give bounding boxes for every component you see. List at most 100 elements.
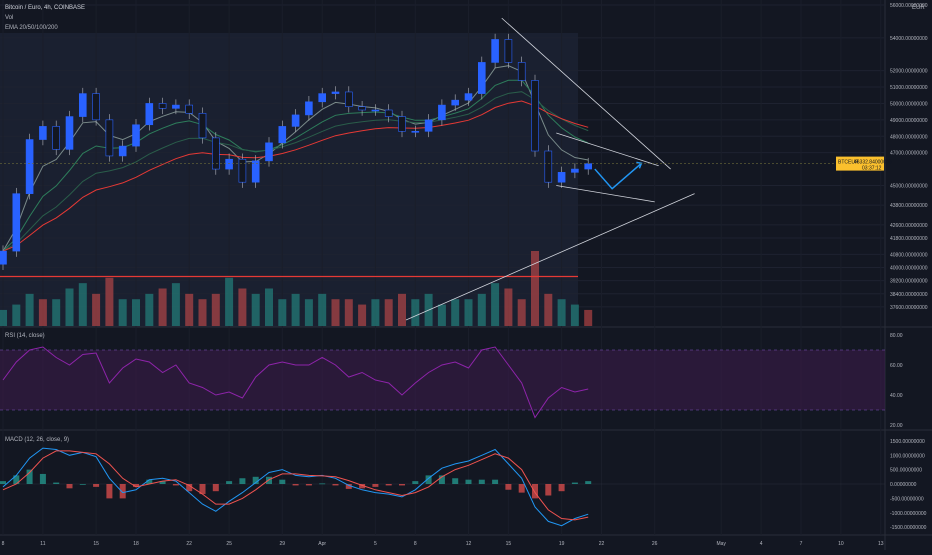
volume-bar	[278, 299, 287, 326]
candle-body	[225, 158, 233, 170]
time-tick-label: 13	[878, 541, 884, 547]
time-tick-label: 22	[599, 541, 605, 547]
macd-histogram-bar	[172, 484, 179, 486]
volume-bar	[504, 288, 513, 326]
macd-histogram-bar	[0, 481, 6, 484]
volume-bar	[358, 304, 367, 326]
volume-bar	[158, 288, 167, 326]
macd-legend: MACD (12, 26, close, 9)	[5, 437, 69, 443]
macd-histogram-bar	[93, 484, 100, 487]
macd-histogram-bar	[319, 483, 326, 485]
time-tick-label: Apr	[318, 541, 326, 547]
volume-bar	[265, 288, 273, 326]
candle-body	[384, 109, 393, 117]
macd-histogram-bar	[452, 478, 459, 484]
rsi-tick-label: 80.00	[890, 333, 903, 339]
candle-body	[25, 139, 34, 194]
descending-trend-line	[501, 17, 671, 170]
time-tick-label: 8	[414, 541, 417, 547]
candle-body	[544, 150, 553, 183]
candle-body	[212, 137, 220, 170]
macd-tick-label: 500.00000000	[890, 468, 922, 474]
volume-bar	[557, 299, 566, 326]
volume-bar	[544, 293, 553, 326]
axis-labels: 56000.00000000 54000.00000000 52000.000000…	[2, 3, 928, 547]
candle-body	[491, 39, 499, 63]
volume-bar	[185, 293, 194, 326]
candle-body	[251, 160, 260, 183]
volume-bar	[132, 299, 140, 326]
candle-body	[331, 91, 340, 94]
macd-histogram-bar	[385, 484, 392, 486]
projection-arrow	[594, 162, 642, 190]
price-tick-label: 40000.00000000	[890, 266, 928, 272]
candle-body	[584, 163, 593, 170]
time-tick-label: 29	[280, 541, 286, 547]
candle-body	[238, 158, 247, 183]
macd-histogram-bar	[305, 484, 312, 486]
volume-bar	[78, 283, 87, 326]
price-tick-label: 40800.00000000	[890, 252, 928, 258]
candle-body	[132, 124, 140, 147]
price-tick-label: 52000.00000000	[890, 69, 928, 75]
time-tick-label: 12	[466, 541, 472, 547]
macd-histogram-bar	[345, 484, 352, 489]
candle-body	[504, 39, 513, 63]
candle-body	[531, 80, 539, 152]
ema-line	[2, 100, 589, 252]
macd-histogram-bar	[66, 484, 73, 489]
candle-body	[185, 104, 193, 114]
volume-bar	[52, 299, 61, 326]
time-tick-label: 8	[2, 541, 5, 547]
rsi-tick-label: 60.00	[890, 363, 903, 369]
price-tag-value: 46332.84000000	[854, 160, 892, 166]
symbol-title: Bitcoin / Euro, 4h, COINBASE	[5, 5, 85, 11]
time-tick-label: 15	[93, 541, 99, 547]
ema-line	[2, 79, 589, 252]
macd-histogram-bar	[492, 479, 499, 484]
ema-legend: EMA 20/50/100/200	[5, 25, 58, 31]
price-series	[0, 33, 593, 270]
wedge-lower-line	[556, 185, 655, 203]
macd-histogram-bar	[359, 484, 366, 489]
volume-bar	[92, 293, 101, 326]
candle-body	[65, 116, 74, 150]
macd-histogram-bar	[465, 479, 472, 484]
rsi-legend: RSI (14, close)	[5, 333, 45, 339]
price-tick-label: 54000.00000000	[890, 36, 928, 42]
currency-label: EUR	[912, 5, 925, 11]
macd-histogram-bar	[186, 484, 193, 492]
ema-line	[2, 91, 589, 252]
trend-drawings[interactable]	[0, 17, 836, 321]
macd-tick-label: 1000.00000000	[890, 453, 925, 459]
volume-bar	[570, 304, 579, 326]
rsi-tick-label: 40.00	[890, 393, 903, 399]
candle-body	[305, 101, 313, 116]
rsi-tick-label: 20.00	[890, 423, 903, 429]
volume-bar	[251, 293, 260, 326]
volume-bar	[344, 299, 353, 326]
volume-bar	[477, 293, 486, 326]
macd-histogram-bar	[266, 476, 272, 484]
macd-signal-line	[2, 450, 589, 521]
volume-bar	[451, 299, 460, 326]
macd-tick-label: -500.00000000	[890, 496, 924, 502]
volume-legend: Vol	[5, 15, 13, 21]
rsi-line	[2, 346, 589, 419]
candle-body	[477, 62, 486, 94]
macd-histogram-bar	[212, 484, 219, 492]
price-tick-label: 37600.00000000	[890, 305, 928, 311]
candle-body	[172, 104, 180, 109]
volume-bar	[0, 309, 7, 326]
volume-bar	[318, 293, 327, 326]
candle-body	[464, 93, 473, 101]
candle-body	[12, 193, 21, 252]
price-tick-label: 56000.00000000	[890, 3, 928, 9]
macd-histogram-bar	[532, 484, 538, 499]
macd-line	[2, 447, 589, 527]
volume-bars	[0, 251, 593, 326]
macd-tick-label: -1500.00000000	[890, 525, 927, 531]
time-tick-label: 22	[186, 541, 192, 547]
